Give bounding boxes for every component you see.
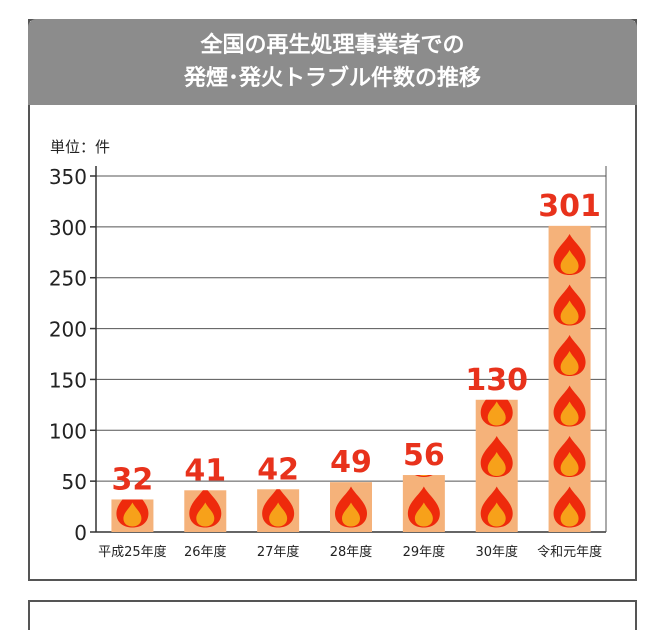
next-section-card xyxy=(28,600,637,630)
x-tick-label: 28年度 xyxy=(330,544,373,560)
bar-rect xyxy=(548,225,591,532)
bar xyxy=(257,489,300,532)
bar xyxy=(111,499,154,532)
y-axis: 0 50 100 150 200 250 300 350 xyxy=(49,165,607,545)
y-tick-label: 250 xyxy=(49,267,87,291)
bars xyxy=(111,225,591,532)
bar-chart: 0 50 100 150 200 250 300 350 32 41 42 49 56 130 301 平… xyxy=(49,165,607,560)
data-label: 56 xyxy=(403,438,445,473)
data-label: 42 xyxy=(257,452,299,487)
bar xyxy=(330,482,372,532)
bar xyxy=(548,225,591,532)
y-tick-label: 100 xyxy=(49,419,87,443)
y-tick-label: 350 xyxy=(49,165,87,189)
data-labels: 32 41 42 49 56 130 301 xyxy=(112,189,601,498)
x-tick-label: 平成25年度 xyxy=(98,544,167,560)
bar xyxy=(475,399,518,532)
y-tick-label: 150 xyxy=(49,368,87,392)
data-label: 32 xyxy=(112,462,154,497)
y-tick-label: 300 xyxy=(49,216,87,240)
bar xyxy=(184,490,227,532)
x-tick-label: 26年度 xyxy=(184,544,227,560)
data-label: 301 xyxy=(538,189,601,224)
x-axis-labels: 平成25年度 26年度 27年度 28年度 29年度 30年度 令和元年度 xyxy=(98,544,602,560)
unit-label: 単位：件 xyxy=(50,138,111,156)
bar xyxy=(402,475,445,532)
y-tick-label: 0 xyxy=(74,521,87,545)
data-label: 49 xyxy=(330,445,372,480)
chart-header: 全国の再生処理事業者での 発煙･発火トラブル件数の推移 xyxy=(28,19,637,105)
bar-flames xyxy=(480,399,513,528)
y-tick-label: 50 xyxy=(62,470,87,494)
chart-title-line-1: 全国の再生処理事業者での xyxy=(200,33,465,58)
x-tick-label: 30年度 xyxy=(475,544,518,560)
data-label: 41 xyxy=(184,453,226,488)
data-label: 130 xyxy=(465,363,528,398)
x-tick-label: 27年度 xyxy=(257,544,300,560)
x-tick-label: 令和元年度 xyxy=(537,544,602,560)
chart-title-line-2: 発煙･発火トラブル件数の推移 xyxy=(183,66,481,91)
x-tick-label: 29年度 xyxy=(403,544,446,560)
y-tick-label: 200 xyxy=(49,318,87,342)
